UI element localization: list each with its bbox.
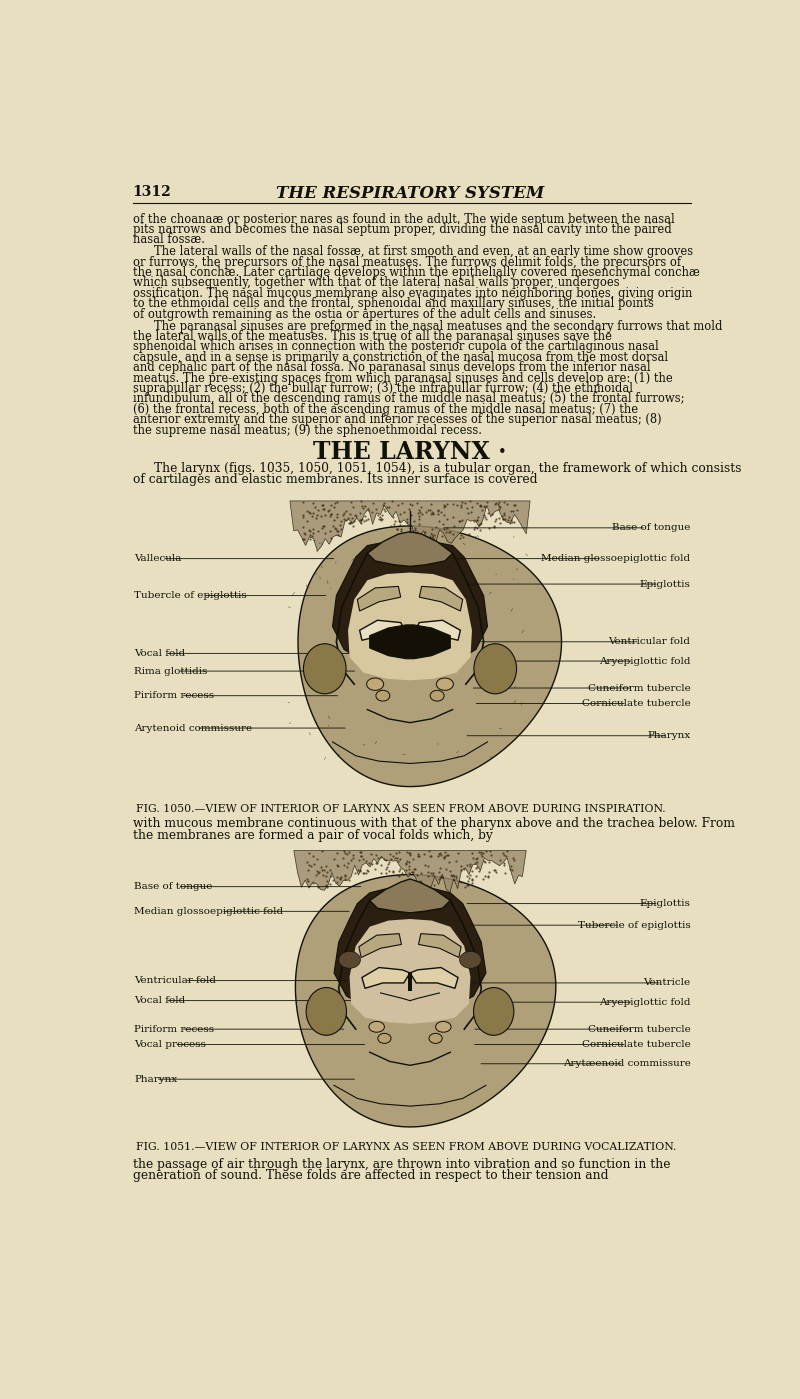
Ellipse shape: [474, 644, 517, 694]
Text: to the ethmoidal cells and the frontal, sphenoidal and maxillary sinuses, the in: to the ethmoidal cells and the frontal, …: [133, 297, 654, 311]
Text: Pharynx: Pharynx: [647, 732, 690, 740]
Ellipse shape: [303, 644, 346, 694]
Text: Tubercle of epiglottis: Tubercle of epiglottis: [578, 921, 690, 930]
Polygon shape: [290, 501, 530, 551]
Text: Piriform recess: Piriform recess: [134, 691, 214, 701]
Text: Median glossoepiglottic fold: Median glossoepiglottic fold: [542, 554, 690, 564]
Text: Corniculate tubercle: Corniculate tubercle: [582, 700, 690, 708]
Polygon shape: [370, 625, 450, 659]
Text: with mucous membrane continuous with that of the pharynx above and the trachea b: with mucous membrane continuous with tha…: [133, 817, 734, 831]
Text: Vocal fold: Vocal fold: [134, 996, 186, 1004]
Polygon shape: [360, 620, 406, 641]
Ellipse shape: [378, 1034, 391, 1044]
Polygon shape: [295, 874, 556, 1128]
Text: Base of tongue: Base of tongue: [612, 523, 690, 533]
Text: Tubercle of epiglottis: Tubercle of epiglottis: [134, 592, 247, 600]
Text: The paranasal sinuses are preformed in the nasal meatuses and the secondary furr: The paranasal sinuses are preformed in t…: [154, 319, 722, 333]
Polygon shape: [410, 968, 458, 988]
Text: Arytenoid commissure: Arytenoid commissure: [134, 723, 252, 733]
Text: Vocal process: Vocal process: [134, 1039, 206, 1049]
Text: or furrows, the precursors of the nasal meatuses. The furrows delimit folds, the: or furrows, the precursors of the nasal …: [133, 256, 681, 269]
Text: (6) the frontal recess, both of the ascending ramus of the middle nasal meatus; : (6) the frontal recess, both of the asce…: [133, 403, 638, 416]
Ellipse shape: [306, 988, 346, 1035]
Text: the nasal conchæ. Later cartilage develops within the epithelially covered mesen: the nasal conchæ. Later cartilage develo…: [133, 266, 699, 278]
Text: which subsequently, together with that of the lateral nasal walls proper, underg: which subsequently, together with that o…: [133, 277, 619, 290]
Text: the lateral walls of the meatuses. This is true of all the paranasal sinuses sav: the lateral walls of the meatuses. This …: [133, 330, 611, 343]
Text: meatus. The pre-existing spaces from which paranasal sinuses and cells develop a: meatus. The pre-existing spaces from whi…: [133, 372, 672, 385]
Text: Ventricle: Ventricle: [643, 978, 690, 988]
Text: pits narrows and becomes the nasal septum proper, dividing the nasal cavity into: pits narrows and becomes the nasal septu…: [133, 222, 671, 236]
Text: Vocal fold: Vocal fold: [134, 649, 186, 658]
Text: of outgrowth remaining as the ostia or apertures of the adult cells and sinuses.: of outgrowth remaining as the ostia or a…: [133, 308, 596, 320]
Text: Arytæenoid commissure: Arytæenoid commissure: [562, 1059, 690, 1069]
Text: Epiglottis: Epiglottis: [640, 579, 690, 589]
Ellipse shape: [459, 951, 482, 968]
Polygon shape: [409, 972, 411, 990]
Text: Cuneiform tubercle: Cuneiform tubercle: [588, 684, 690, 693]
Text: Median glossoepiglottic fold: Median glossoepiglottic fold: [134, 907, 283, 916]
Text: ossification. The nasal mucous membrane also evaginates into neighboring bones, : ossification. The nasal mucous membrane …: [133, 287, 692, 299]
Polygon shape: [362, 968, 410, 988]
Text: Ventricular fold: Ventricular fold: [609, 638, 690, 646]
Text: the membranes are formed a pair of vocal folds which, by: the membranes are formed a pair of vocal…: [133, 828, 492, 842]
Polygon shape: [359, 933, 402, 957]
Text: Ventricular fold: Ventricular fold: [134, 977, 216, 985]
Ellipse shape: [369, 1021, 385, 1032]
Text: Vallecula: Vallecula: [134, 554, 182, 564]
Polygon shape: [348, 572, 472, 680]
Polygon shape: [350, 919, 470, 1024]
Text: and cephalic part of the nasal fossa. No paranasal sinus develops from the infer: and cephalic part of the nasal fossa. No…: [133, 361, 650, 374]
Polygon shape: [370, 879, 450, 914]
Polygon shape: [414, 620, 460, 641]
Ellipse shape: [429, 1034, 442, 1044]
Polygon shape: [358, 586, 401, 611]
Text: Aryepiglottic fold: Aryepiglottic fold: [599, 656, 690, 666]
Text: The lateral walls of the nasal fossæ, at first smooth and even, at an early time: The lateral walls of the nasal fossæ, at…: [154, 245, 694, 259]
Text: sphenoidal which arises in connection with the posterior cupola of the cartilagi: sphenoidal which arises in connection wi…: [133, 340, 658, 354]
Polygon shape: [334, 887, 486, 1006]
Ellipse shape: [430, 690, 444, 701]
Text: Rima glottidis: Rima glottidis: [134, 666, 207, 676]
Text: generation of sound. These folds are affected in respect to their tension and: generation of sound. These folds are aff…: [133, 1170, 608, 1182]
Ellipse shape: [474, 988, 514, 1035]
Text: infundibulum, all of the descending ramus of the middle nasal meatus; (5) the fr: infundibulum, all of the descending ramu…: [133, 392, 684, 406]
Text: FIG. 1051.—VIEW OF INTERIOR OF LARYNX AS SEEN FROM ABOVE DURING VOCALIZATION.: FIG. 1051.—VIEW OF INTERIOR OF LARYNX AS…: [137, 1143, 677, 1153]
Text: anterior extremity and the superior and inferior recesses of the superior nasal : anterior extremity and the superior and …: [133, 413, 661, 427]
Polygon shape: [419, 586, 462, 611]
Ellipse shape: [376, 690, 390, 701]
Text: Aryepiglottic fold: Aryepiglottic fold: [599, 997, 690, 1007]
Ellipse shape: [338, 951, 361, 968]
Polygon shape: [333, 541, 487, 662]
Text: of cartilages and elastic membranes. Its inner surface is covered: of cartilages and elastic membranes. Its…: [133, 473, 537, 485]
Text: suprabullar recess; (2) the bullar furrow; (3) the infrabullar furrow; (4) the e: suprabullar recess; (2) the bullar furro…: [133, 382, 633, 395]
Ellipse shape: [366, 679, 384, 690]
Text: nasal fossæ.: nasal fossæ.: [133, 234, 205, 246]
Polygon shape: [294, 851, 526, 893]
Text: Base of tongue: Base of tongue: [134, 883, 213, 891]
Text: Cuneiform tubercle: Cuneiform tubercle: [588, 1024, 690, 1034]
Text: the supreme nasal meatus; (9) the sphenoethmoidal recess.: the supreme nasal meatus; (9) the spheno…: [133, 424, 482, 436]
Text: Piriform recess: Piriform recess: [134, 1024, 214, 1034]
Text: Epiglottis: Epiglottis: [640, 900, 690, 908]
Text: THE LARYNX ·: THE LARYNX ·: [314, 441, 506, 464]
Text: Pharynx: Pharynx: [134, 1074, 178, 1084]
Ellipse shape: [435, 1021, 451, 1032]
Text: capsule, and in a sense is primarily a constriction of the nasal mucosa from the: capsule, and in a sense is primarily a c…: [133, 351, 668, 364]
Ellipse shape: [436, 679, 454, 690]
Polygon shape: [367, 532, 453, 567]
Polygon shape: [418, 933, 461, 957]
Text: the passage of air through the larynx, are thrown into vibration and so function: the passage of air through the larynx, a…: [133, 1158, 670, 1171]
Text: FIG. 1050.—VIEW OF INTERIOR OF LARYNX AS SEEN FROM ABOVE DURING INSPIRATION.: FIG. 1050.—VIEW OF INTERIOR OF LARYNX AS…: [137, 803, 666, 813]
Text: THE RESPIRATORY SYSTEM: THE RESPIRATORY SYSTEM: [276, 185, 544, 201]
Polygon shape: [298, 526, 562, 786]
Text: of the choanaæ or posterior nares as found in the adult. The wide septum between: of the choanaæ or posterior nares as fou…: [133, 213, 674, 225]
Text: Corniculate tubercle: Corniculate tubercle: [582, 1039, 690, 1049]
Text: The larynx (figs. 1035, 1050, 1051, 1054), is a tubular organ, the framework of : The larynx (figs. 1035, 1050, 1051, 1054…: [154, 462, 742, 474]
Text: 1312: 1312: [133, 185, 171, 199]
